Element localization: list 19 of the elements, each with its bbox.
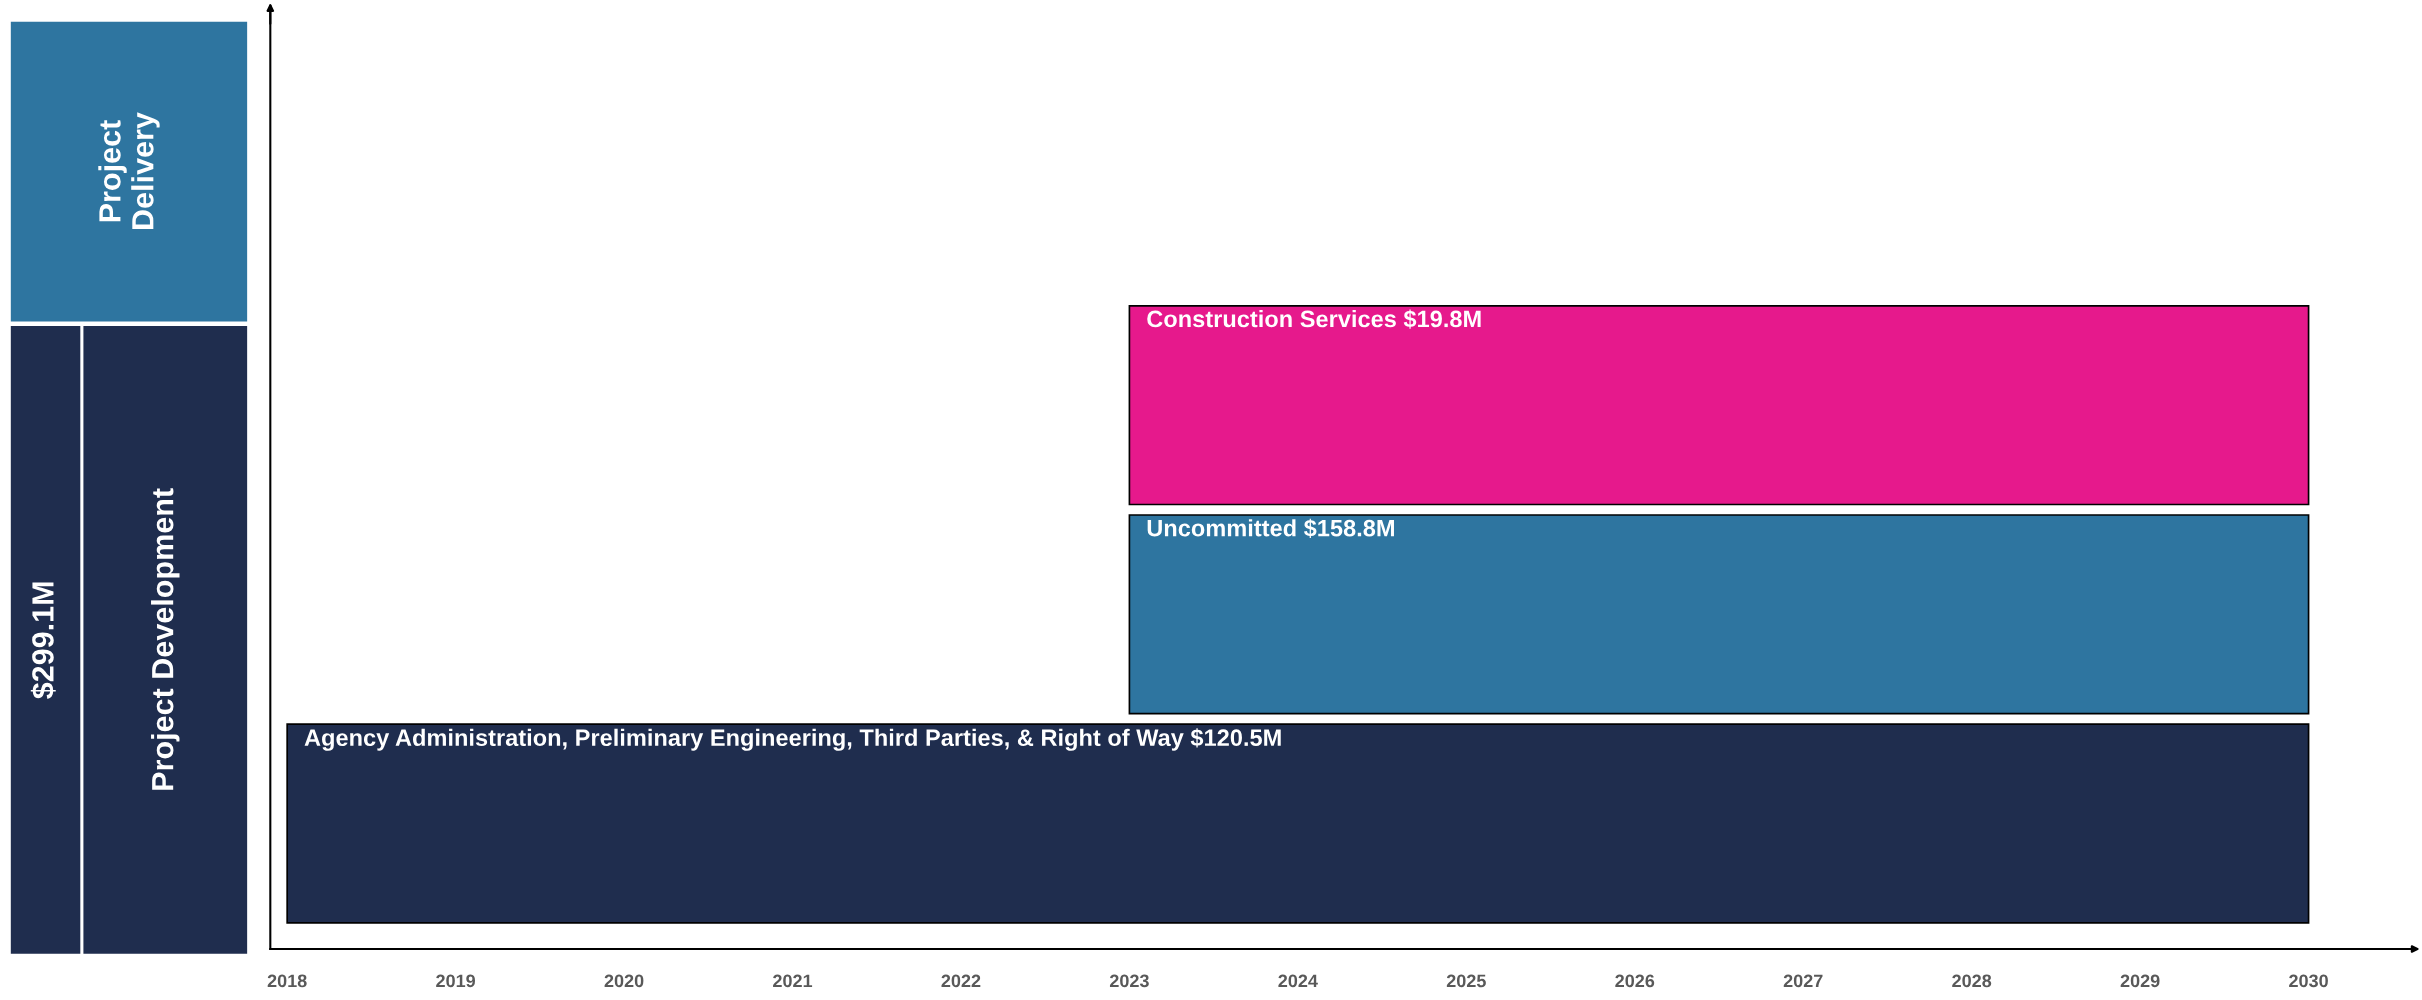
x-tick-label: 2022 xyxy=(941,974,981,988)
x-tick-label: 2029 xyxy=(2120,974,2160,988)
x-tick-label: 2018 xyxy=(267,974,307,988)
x-tick-label: 2019 xyxy=(436,974,476,988)
text: Project Development xyxy=(151,488,180,790)
x-tick-label: 2025 xyxy=(1446,974,1486,988)
text: $299.1M xyxy=(30,582,56,699)
data-label: Construction Services $19.8M xyxy=(1147,309,1481,329)
x-tick-label: 2028 xyxy=(1952,974,1992,988)
x-tick-label: 2027 xyxy=(1783,974,1823,988)
x-tick-label: 2026 xyxy=(1615,974,1655,988)
data-label: Uncommitted $158.8M xyxy=(1147,518,1394,539)
data-label: Agency Administration, Preliminary Engineering, Third Parties, & Right of Way $120.5M xyxy=(304,728,1281,751)
x-tick-label: 2023 xyxy=(1109,974,1149,988)
text: Project Delivery xyxy=(98,112,160,229)
x-tick-label: 2021 xyxy=(773,974,813,988)
x-tick-label: 2030 xyxy=(2289,974,2328,988)
x-tick-label: 2024 xyxy=(1278,974,1318,988)
x-tick-label: 2020 xyxy=(604,974,644,988)
